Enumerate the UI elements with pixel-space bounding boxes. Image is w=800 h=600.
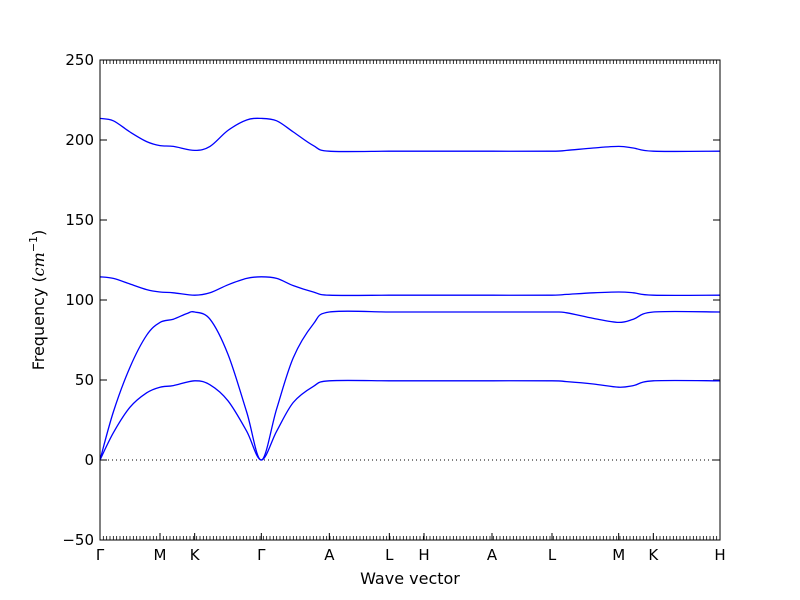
y-axis-label-suffix: ) xyxy=(29,230,48,236)
plot-frame xyxy=(99,59,721,541)
branch-line-2 xyxy=(99,310,721,461)
y-tick-label: 150 xyxy=(65,211,94,229)
x-tick-label: M xyxy=(612,546,625,564)
y-axis-label: Frequency (cm−1) xyxy=(27,230,48,371)
x-tick-label: K xyxy=(648,546,659,564)
branch-line-3 xyxy=(99,276,721,297)
y-axis-label-exponent: −1 xyxy=(27,236,40,252)
y-tick-label: 0 xyxy=(84,451,94,469)
x-axis-label: Wave vector xyxy=(360,569,460,588)
x-tick-label: H xyxy=(714,546,725,564)
y-axis-label-prefix: Frequency ( xyxy=(29,276,48,370)
y-tick-label: 50 xyxy=(75,371,94,389)
x-tick-label: K xyxy=(190,546,201,564)
branch-line-1 xyxy=(99,379,721,461)
x-tick-label: L xyxy=(385,546,394,564)
branch-line-4 xyxy=(99,117,721,153)
y-tick-label: 250 xyxy=(65,51,94,69)
y-axis-label-unit: cm xyxy=(29,252,48,276)
x-tick-label: L xyxy=(548,546,557,564)
y-tick-label: 100 xyxy=(65,291,94,309)
minor-ticks xyxy=(99,60,721,540)
x-tick-label: A xyxy=(487,546,498,564)
y-tick-label: −50 xyxy=(62,531,94,549)
plot-background xyxy=(100,60,720,540)
series-layer xyxy=(99,117,721,461)
x-tick-label: H xyxy=(418,546,429,564)
y-tick-labels: −50 0 50 100 150 200 250 xyxy=(62,51,94,549)
y-tick-label: 200 xyxy=(65,131,94,149)
x-tick-label: Γ xyxy=(96,546,105,564)
x-tick-label: Γ xyxy=(257,546,266,564)
x-tick-label: M xyxy=(154,546,167,564)
x-tick-label: A xyxy=(324,546,335,564)
